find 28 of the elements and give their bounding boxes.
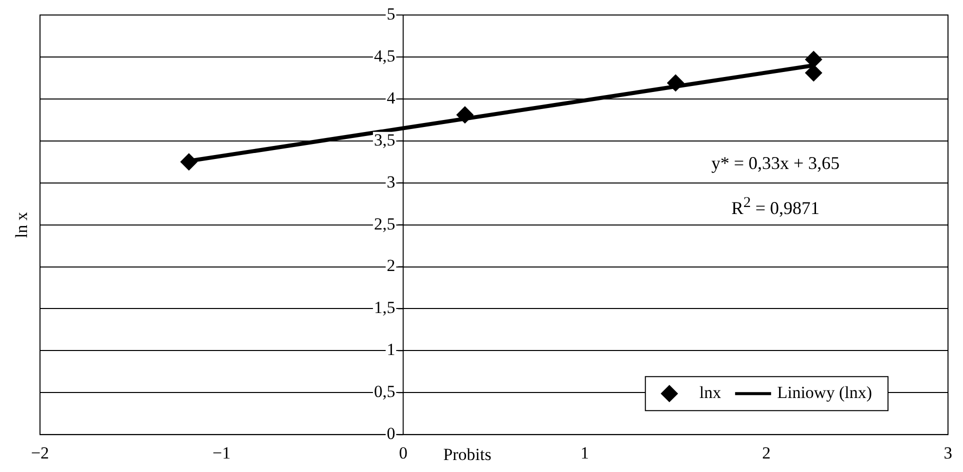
legend-label: lnx	[699, 383, 722, 402]
y-tick-label: 0	[386, 424, 396, 444]
point	[805, 64, 822, 82]
x-axis-title: Probits	[443, 444, 492, 465]
y-tick-label: 5	[386, 4, 396, 24]
point	[180, 153, 198, 170]
x-tick-label: 1	[580, 443, 590, 462]
y-tick-label: 2,5	[374, 214, 396, 234]
x-tick-label: 0	[398, 443, 408, 462]
y-tick-label: 1	[386, 340, 396, 360]
x-tick-label: 2	[762, 443, 771, 462]
y-tick-label: 4	[386, 88, 396, 108]
legend-label: Liniowy (lnx)	[777, 383, 872, 402]
annotation: y* = 0,33x + 3,65	[711, 153, 840, 174]
y-tick-label: 3,5	[374, 130, 396, 150]
x-tick-label: 3	[944, 443, 952, 462]
x-tick-label: −2	[30, 443, 50, 462]
y-tick-label: 3	[386, 172, 396, 192]
y-tick-label: 4,5	[374, 46, 396, 66]
x-tick-label: −1	[212, 443, 231, 462]
point	[456, 106, 474, 124]
y-tick-label: 1,5	[374, 298, 396, 318]
point	[805, 50, 822, 68]
point	[667, 74, 684, 92]
y-tick-label: 0,5	[374, 382, 396, 402]
y-tick-label: 2	[386, 256, 396, 276]
y-axis-title: ln x	[12, 210, 32, 240]
annotation: R$^{2}$ = 0,9871	[731, 195, 820, 220]
